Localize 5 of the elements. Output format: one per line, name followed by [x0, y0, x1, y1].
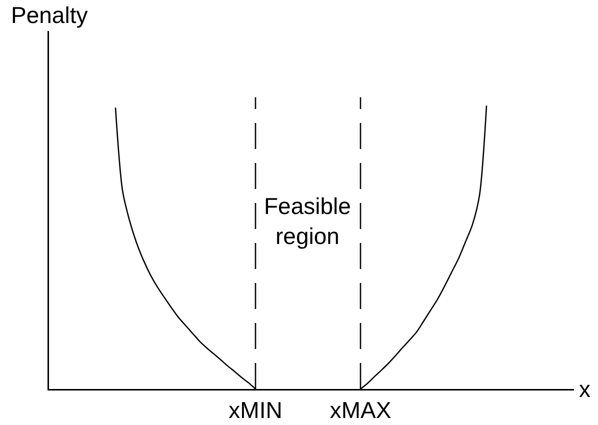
y-axis-title: Penalty	[11, 2, 88, 28]
x-axis-title: x	[579, 376, 591, 402]
x-tick-label: xMIN	[228, 397, 282, 424]
x-tick-label: xMAX	[330, 397, 392, 424]
annotation: Feasible region	[264, 193, 351, 249]
